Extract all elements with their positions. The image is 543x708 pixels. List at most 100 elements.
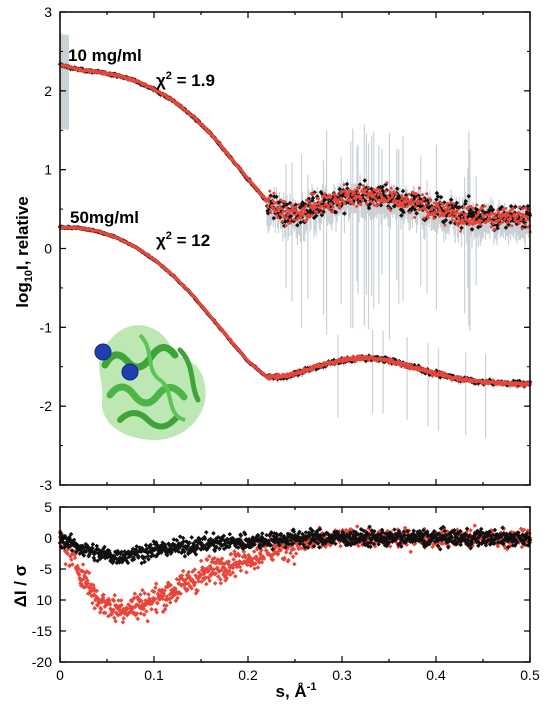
fit-point [375,204,378,208]
y-label-log: log [13,282,32,308]
fit-point [367,185,371,189]
fit-point [364,188,368,192]
fit-point [278,204,282,208]
residual-point [212,581,218,586]
fit-point [496,208,500,212]
fit-point [479,223,482,226]
fit-point [285,216,289,220]
y-tick-label: -1 [40,319,53,335]
fit-point [356,187,360,191]
fit-point [336,193,340,197]
fit-point [524,219,528,223]
fit-point [430,369,434,373]
fit-point [294,205,298,209]
fit-point [333,193,337,197]
fit-point [415,202,419,205]
fit-point [330,202,333,206]
residual-point [118,598,124,603]
bottom-panel: 50-510-15-20 0 0.1 0.2 0.3 0.4 0.5 ΔI / σ s, … [11,499,540,701]
fit-point [482,214,486,217]
data-point [412,194,417,200]
fit-point [400,197,404,200]
residual-points [57,523,533,625]
fit-point [504,207,508,210]
fit-point [270,204,274,208]
fit-point [478,208,482,212]
fit-point [305,218,309,222]
fit-point [281,210,285,214]
fit-point [288,218,292,222]
fit-point [277,207,281,211]
fit-point [297,203,301,206]
data-point [448,197,454,202]
y-tick-label: -2 [40,398,53,414]
data-point [466,193,472,199]
fit-point [392,198,396,202]
fit-point [448,206,452,209]
fit-point [414,192,418,196]
residual-point [155,600,160,606]
fit-point [289,203,293,207]
fit-point [301,213,305,217]
fit-point [417,186,421,190]
fit-point [448,214,452,218]
data-point [443,217,449,223]
fit-point [327,207,331,211]
fit-point [511,206,515,210]
fit-point [518,205,522,209]
fit-point [314,205,318,209]
y-tick-label: 2 [44,83,52,99]
fit-point [325,196,329,200]
y-tick-label: -3 [40,477,53,493]
fit-point [441,205,445,209]
residual-point [112,593,117,598]
top-fit-points [58,62,532,388]
fit-point [322,206,326,210]
fit-point [356,191,360,195]
fit-point [391,193,395,197]
fit-point [369,199,373,203]
fit-point [384,189,388,193]
fit-point [405,204,409,208]
data-point [394,186,400,191]
ion-sphere-1 [94,343,112,361]
residual-point [218,580,224,586]
fit-point [320,200,324,204]
fit-point [420,202,424,205]
fit-point [512,212,516,216]
fit-point [307,199,310,203]
fit-point [434,204,438,208]
fit-point [308,202,312,206]
data-point [367,201,373,207]
fit-point [355,204,359,208]
fit-point [385,181,389,185]
fit-point [389,208,393,212]
fit-point [323,192,327,196]
fit-point [317,197,320,200]
fit-point [329,195,333,199]
residual-point [63,561,68,567]
fit-point [303,210,307,214]
fit-point [469,205,473,208]
fit-point [375,198,379,202]
ion-sphere-2 [121,363,139,381]
fit-point [325,202,329,206]
fit-point [338,206,342,210]
fit-point [452,202,456,206]
fit-point [366,195,370,199]
y-tick-label: 1 [44,162,52,178]
fit-point [331,205,335,209]
fit-point [388,190,392,194]
fit-point [300,211,304,215]
fit-point [357,185,361,189]
data-point [434,190,440,196]
fit-point [490,225,493,229]
fit-point [361,184,365,188]
fit-point [443,223,447,227]
data-point [454,200,460,206]
residual-point [146,592,151,597]
fit-point [283,200,287,204]
y-label-sub: 10 [23,270,35,282]
fit-point [309,192,313,196]
residual-point [120,620,126,625]
